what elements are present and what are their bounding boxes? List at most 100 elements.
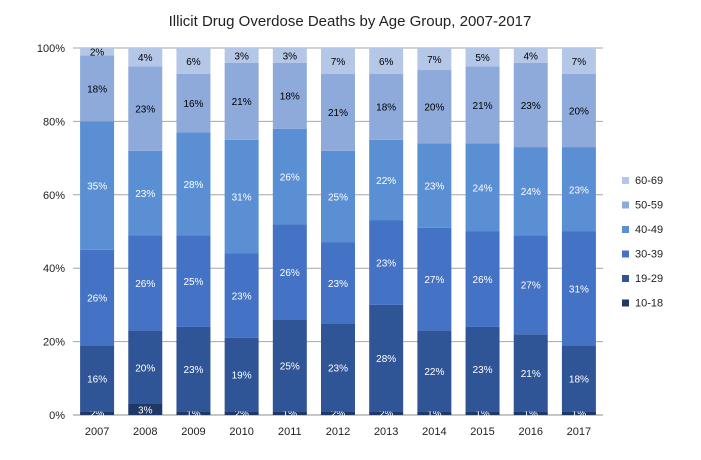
data-label: 2% [234,409,249,420]
x-tick-label: 2009 [181,426,205,438]
bar-segment [80,48,115,56]
x-tick-label: 2011 [278,426,302,438]
data-label: 28% [376,354,396,365]
bar-segment [465,231,500,327]
legend-label: 40-49 [635,224,663,236]
bar-segment [321,73,355,151]
data-label: 18% [569,374,589,385]
bar-segment [513,48,548,63]
data-label: 25% [280,361,300,372]
x-tick-label: 2013 [374,426,398,438]
data-label: 7% [331,57,346,68]
bars: 2% 16% 26% 35% 18% 2% 3% 20% 26% 23% 23% 4% 1% 23% 25%… [80,48,596,420]
data-label: 23% [232,292,252,303]
bar-segment [369,304,404,412]
bar-segment [417,411,452,415]
data-label: 18% [280,92,300,103]
bar-segment [272,224,307,320]
bar-segment [465,143,500,232]
bar-segment [561,345,596,412]
bar-segment [272,62,307,129]
bar-segment [176,73,211,133]
data-label: 16% [183,99,203,110]
y-tick-label: 100% [37,43,65,55]
data-label: 26% [280,172,300,183]
bar-segment [272,319,307,412]
legend: 60-69 50-59 40-49 30-39 19-29 10-18 [622,175,663,310]
data-label: 19% [232,371,252,382]
data-label: 27% [521,281,541,292]
bar-segment [128,403,163,415]
bar-segment [369,139,404,221]
bar-segment [128,235,163,331]
data-label: 1% [572,409,587,420]
legend-label: 19-29 [635,273,663,285]
chart-title: Illicit Drug Overdose Deaths by Age Grou… [169,13,532,30]
data-label: 3% [138,405,153,416]
y-tick-label: 0% [49,410,65,422]
bar-segment [321,242,355,324]
x-tick-label: 2007 [85,426,109,438]
legend-swatch [622,177,629,184]
bar-segment [369,48,404,74]
bar-segment [224,62,259,140]
legend-swatch [622,201,629,209]
bar-segment [321,150,355,243]
bar-segment [561,411,596,415]
legend-label: 60-69 [635,175,663,187]
legend-swatch [622,226,629,233]
bar-segment [417,70,452,144]
bar-segment [224,139,259,254]
data-label: 1% [283,409,298,420]
data-label: 2% [90,409,105,420]
x-tick-label: 2015 [470,426,494,438]
bar-segment [80,249,115,346]
data-label: 2% [331,409,346,420]
data-label: 23% [135,189,155,200]
bar-segment [465,66,500,144]
x-tick-label: 2014 [422,426,446,438]
data-label: 4% [138,53,153,64]
legend-label: 50-59 [635,200,663,212]
bar-segment [369,411,404,415]
bar-segment [513,147,548,236]
bar-segment [465,326,500,412]
data-label: 6% [186,57,201,68]
bar-segment [561,147,596,232]
data-label: 35% [87,182,107,193]
data-label: 31% [232,193,252,204]
data-label: 23% [521,101,541,112]
bar-segment [561,73,596,148]
data-label: 3% [283,51,298,62]
x-tick-label: 2016 [518,426,542,438]
data-label: 27% [424,275,444,286]
data-label: 6% [379,57,394,68]
data-label: 20% [569,106,589,117]
y-tick-label: 80% [43,116,65,128]
data-label: 7% [572,57,587,68]
data-label: 23% [376,259,396,270]
bar-segment [176,235,211,327]
bar-segment [465,411,500,415]
data-label: 26% [135,279,155,290]
data-label: 18% [87,84,107,95]
data-label: 22% [376,176,396,187]
data-label: 23% [473,365,493,376]
x-tick-label: 2017 [567,426,591,438]
y-tick-label: 60% [43,190,65,202]
bar-segment [80,55,115,122]
data-label: 1% [524,409,539,420]
bar-segment [417,330,452,412]
bar-segment [176,132,211,236]
x-tick-label: 2008 [133,426,157,438]
data-label: 23% [328,363,348,374]
data-label: 18% [376,103,396,114]
bar-segment [80,121,115,250]
data-label: 24% [521,187,541,198]
bar-segment [513,411,548,415]
data-label: 21% [232,97,252,108]
bar-segment [321,323,355,412]
bar-segment [176,48,211,74]
bar-segment [561,48,596,74]
